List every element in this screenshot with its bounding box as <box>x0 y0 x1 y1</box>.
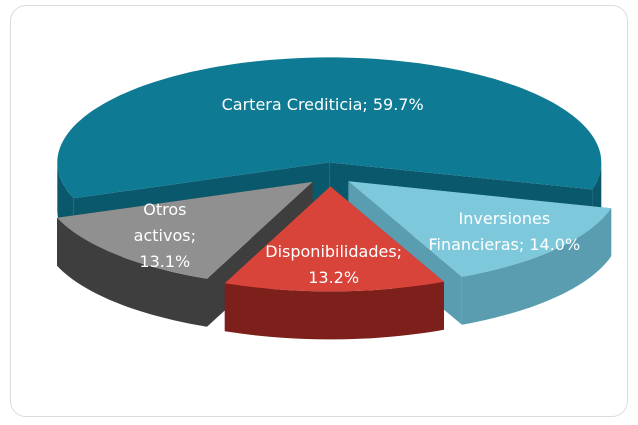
slice <box>224 186 444 292</box>
slice <box>57 57 602 199</box>
slice-wall <box>461 208 612 325</box>
slice-wall <box>224 281 444 340</box>
slice <box>348 181 612 277</box>
slice <box>57 181 313 279</box>
data-label: Otros activos; 13.1% <box>133 200 196 272</box>
slice-wall <box>57 217 207 327</box>
data-label: Disponibilidades; 13.2% <box>265 242 403 288</box>
data-label: Cartera Crediticia; 59.7% <box>221 94 424 114</box>
data-label: Inversiones Financieras; 14.0% <box>428 209 581 255</box>
